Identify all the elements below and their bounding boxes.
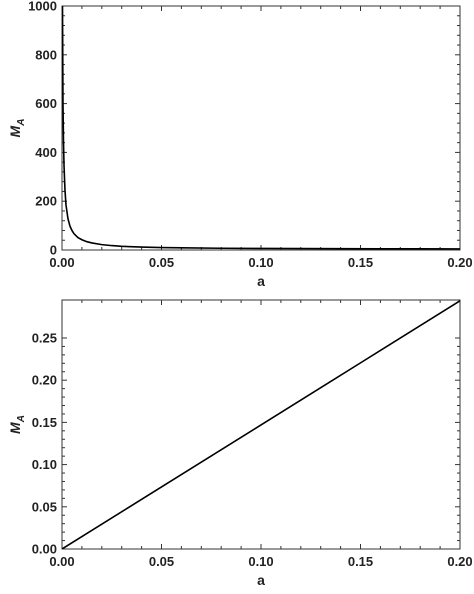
chart-bottom-x-tick-label: 0.15 <box>348 554 373 569</box>
chart-bottom-x-tick-label: 0.05 <box>149 554 174 569</box>
chart-top-panel: 0.00 0.05 0.10 0.15 0.20 0 200 400 600 800 1000 a MA <box>7 0 473 289</box>
chart-top-plot-frame <box>61 5 461 251</box>
chart-bottom-x-axis-label: a <box>257 572 265 588</box>
chart-bottom-y-tick-label: 0.25 <box>32 330 57 345</box>
chart-bottom-y-tick-label: 0.10 <box>32 457 57 472</box>
chart-bottom-y-tick-label: 0.20 <box>32 373 57 388</box>
chart-bottom-y-tick-label: 0.05 <box>32 499 57 514</box>
chart-top-x-tick-label: 0.00 <box>49 255 74 270</box>
chart-top-x-tick-label: 0.10 <box>248 255 273 270</box>
chart-top-y-tick-label: 800 <box>35 47 57 62</box>
chart-bottom-x-tick-label: 0.10 <box>248 554 273 569</box>
chart-top-y-tick-label: 400 <box>35 145 57 160</box>
chart-bottom-panel: 0.00 0.05 0.10 0.15 0.20 0.00 0.05 0.10 0.15 0.20… <box>0 299 473 588</box>
chart-top-y-tick-label: 1000 <box>28 0 57 14</box>
chart-bottom-y-tick-label: 0.00 <box>32 542 57 557</box>
chart-bottom-y-axis-label-subscript: A <box>16 415 27 423</box>
chart-bottom-y-axis-label: MA <box>7 415 27 434</box>
chart-top-x-tick-label: 0.20 <box>447 255 472 270</box>
chart-bottom-y-tick-label: 0.15 <box>32 415 57 430</box>
chart-top-y-tick-label: 200 <box>35 194 57 209</box>
chart-top-y-tick-label: 600 <box>35 96 57 111</box>
chart-top-x-tick-label: 0.05 <box>149 255 174 270</box>
chart-bottom-y-axis-label-main: M <box>7 422 23 434</box>
chart-top-y-axis-label: MA <box>7 119 27 138</box>
chart-bottom-series-line <box>62 300 460 549</box>
chart-bottom-y-axis-label-accent: ˜ <box>0 417 11 424</box>
chart-top-y-tick-label: 0 <box>50 243 57 258</box>
chart-top-y-axis-label-main: M <box>7 125 23 137</box>
chart-top-series-line <box>62 6 460 250</box>
chart-top-y-axis-label-subscript: A <box>16 119 27 127</box>
chart-top-x-tick-label: 0.15 <box>348 255 373 270</box>
chart-top-x-axis-label: a <box>257 273 265 289</box>
chart-bottom-x-tick-label: 0.20 <box>447 554 472 569</box>
chart-bottom-x-tick-label: 0.00 <box>49 554 74 569</box>
